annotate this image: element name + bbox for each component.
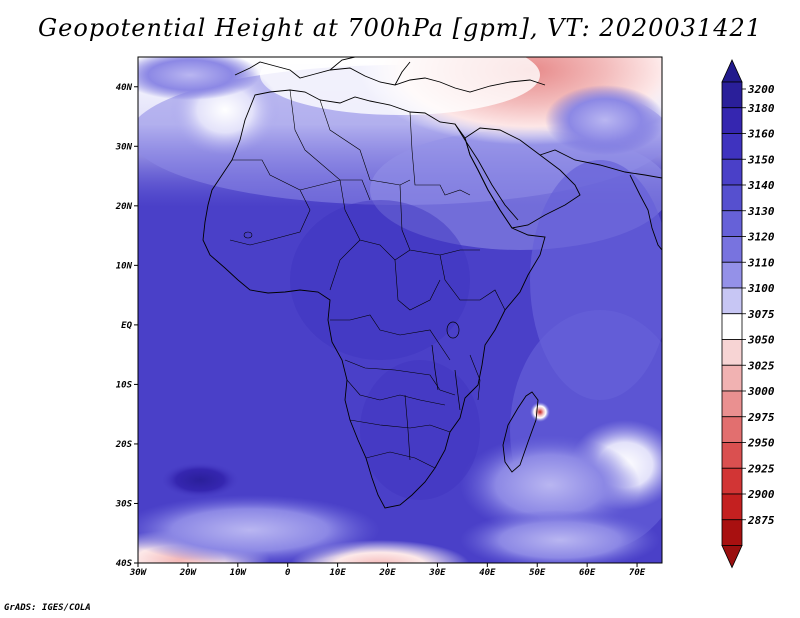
- colorbar-swatch: [721, 339, 743, 366]
- lon-tick-label: 10W: [230, 568, 248, 578]
- lat-tick-label: 20N: [115, 202, 133, 212]
- colorbar-swatch: [721, 519, 743, 546]
- colorbar-bottom-cap: [721, 545, 743, 569]
- lat-tick-label: 30S: [115, 499, 133, 509]
- colorbar-label: 3050: [747, 334, 775, 347]
- lon-tick-label: 50E: [529, 568, 546, 578]
- colorbar-swatch: [721, 313, 743, 340]
- colorbar-label: 2975: [747, 411, 775, 424]
- lat-tick-label: 10N: [116, 261, 133, 271]
- lon-tick-label: 30E: [428, 568, 446, 578]
- colorbar-label: 2925: [747, 462, 775, 475]
- lon-tick-label: 60E: [579, 568, 596, 578]
- lat-tick-label: EQ: [121, 321, 132, 331]
- lon-tick-label: 20E: [378, 568, 396, 578]
- colorbar-label: 3100: [747, 282, 775, 295]
- colorbar-swatch: [721, 236, 743, 263]
- colorbar-swatch: [721, 210, 743, 237]
- colorbar-swatch: [721, 261, 743, 289]
- colorbar-label: 3110: [747, 256, 775, 269]
- lon-tick-label: 20W: [179, 568, 198, 578]
- colorbar-label: 3000: [747, 385, 775, 398]
- lon-tick-label: 70E: [629, 568, 646, 578]
- longitude-axis: 30W 20W 10W 0 10E 20E 30E 40E 50E 60E 70E: [129, 563, 646, 578]
- map-title: Geopotential Height at 700hPa [gpm], VT:…: [38, 14, 762, 42]
- lat-tick-label: 40S: [116, 559, 133, 569]
- colorbar-swatch: [721, 493, 743, 521]
- lon-tick-label: 0: [285, 568, 291, 578]
- lon-tick-label: 40E: [479, 568, 496, 578]
- lat-tick-label: 10S: [116, 380, 133, 390]
- colorbar-top-cap: [721, 59, 743, 83]
- colorbar-swatch: [721, 390, 743, 418]
- colorbar-swatch: [721, 467, 743, 495]
- colorbar-swatch: [721, 287, 743, 315]
- colorbar-label: 2900: [747, 488, 775, 501]
- colorbar-label: 3200: [747, 83, 775, 96]
- colorbar-swatch: [721, 416, 743, 443]
- colorbar-label: 3075: [747, 308, 775, 321]
- colorbar-swatch: [721, 158, 743, 186]
- grads-credit: GrADS: IGES/COLA: [4, 603, 91, 613]
- latitude-axis: 40N 30N 20N 10N EQ 10S 20S 30S 40S: [115, 83, 138, 569]
- colorbar-label: 3140: [747, 179, 775, 192]
- plot-frame: [137, 56, 663, 564]
- colorbar-label: 3025: [747, 359, 775, 372]
- colorbar-label: 2875: [747, 514, 775, 527]
- colorbar: 3200 3180 3160 3150 3140 3130 3120 3110 3100 3075…: [721, 59, 775, 569]
- colorbar-label: 3150: [747, 153, 775, 166]
- colorbar-swatch: [721, 442, 743, 469]
- colorbar-label: 3130: [747, 205, 775, 218]
- lat-tick-label: 40N: [116, 83, 133, 93]
- colorbar-label: 3180: [747, 102, 775, 115]
- colorbar-swatch: [721, 364, 743, 392]
- colorbar-label: 3160: [747, 128, 775, 141]
- lon-tick-label: 30W: [129, 568, 148, 578]
- height-field: [138, 57, 662, 563]
- colorbar-label: 2950: [747, 437, 775, 450]
- lon-tick-label: 10E: [329, 568, 346, 578]
- lat-tick-label: 30N: [115, 142, 133, 152]
- coastlines: [202, 57, 662, 509]
- colorbar-label: 3120: [747, 231, 775, 244]
- colorbar-swatch: [721, 81, 743, 109]
- colorbar-swatch: [721, 184, 743, 212]
- colorbar-swatch: [721, 107, 743, 134]
- colorbar-swatch: [721, 133, 743, 160]
- lat-tick-label: 20S: [115, 440, 133, 450]
